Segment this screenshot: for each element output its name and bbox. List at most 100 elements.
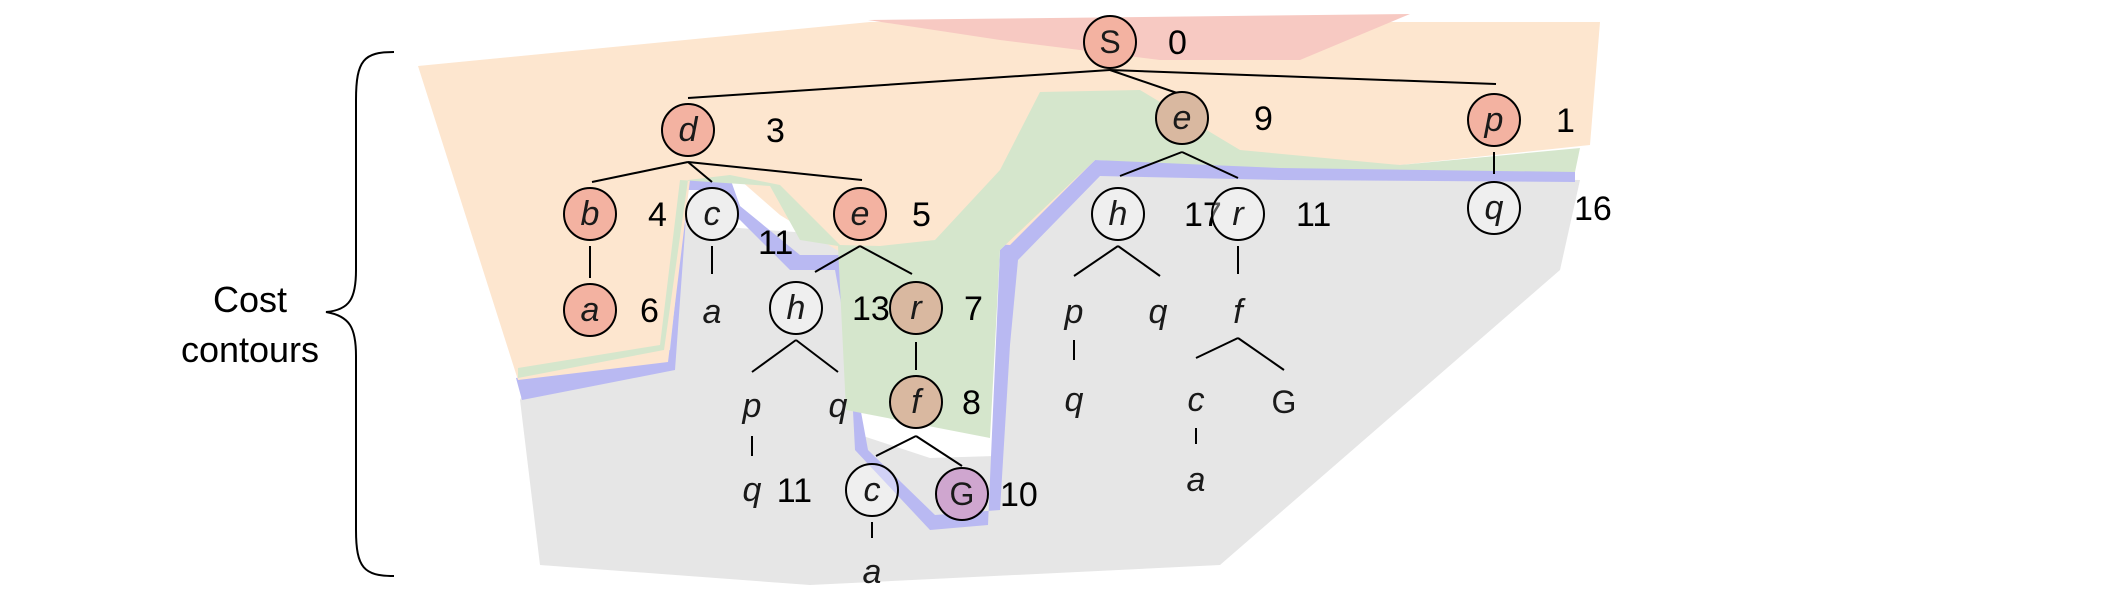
tree-edges [589,69,1497,538]
node-q3: q [829,387,848,425]
edge-h-q [1117,245,1161,277]
contour-red [868,14,1410,60]
node-label: a [703,293,722,331]
node-r1: r 11 [1211,187,1331,241]
node-label: q [743,471,762,509]
node-circle [1091,187,1145,241]
node-cost: 8 [962,384,981,422]
contour-green [518,90,1580,438]
node-label: c [864,471,881,509]
node-cost: 9 [1254,100,1273,138]
node-label: b [581,195,600,233]
node-cost: 5 [912,196,931,234]
node-q4: q [1065,381,1084,419]
node-q2: q [1149,293,1168,331]
node-circle [833,187,887,241]
edge-f8-g [915,435,963,467]
edge-e5-r [859,245,913,275]
node-q5: q [743,471,762,509]
node-label: q [1065,381,1084,419]
node-circle [769,281,823,335]
node-c1: c 11 [685,187,793,262]
node-label: p [742,387,762,425]
node-label: c [1188,381,1205,419]
node-label: q [1485,189,1504,227]
edge-f8-c [875,435,917,457]
node-label: a [863,553,882,591]
caption-line-1: Cost [213,279,287,320]
edge-s-d [687,69,1111,99]
node-circle [1083,15,1137,69]
node-label: c [704,195,721,233]
node-h2: h 13 [769,281,890,335]
edge-f-c [1195,337,1239,359]
node-label: r [910,289,923,327]
node-label: r [1232,195,1245,233]
node-circle [935,467,989,521]
node-cost: 11 [777,472,812,510]
node-a4: a [863,553,882,591]
edge-e-h [1119,151,1183,177]
node-label: e [1173,99,1192,137]
node-circle [1467,93,1521,147]
caption-line-2: contours [181,329,319,370]
node-p2: p [1064,293,1084,331]
node-label: G [1272,384,1297,420]
node-label: p [1064,293,1084,331]
node-cost: 3 [766,112,785,150]
node-label: q [1149,293,1168,331]
left-brace [325,51,395,577]
node-G1: G [1272,384,1297,420]
node-cost: 7 [964,290,983,328]
node-cost: 13 [852,290,890,328]
node-cost: 10 [1000,476,1038,514]
node-circle [563,187,617,241]
edge-h13-q [795,339,839,373]
contour-gray [520,170,1580,585]
node-cost: 0 [1168,24,1187,62]
edge-h-p [1073,245,1119,277]
node-c3: c 11 [777,463,899,517]
edge-e5-h [814,245,861,273]
contour-blue [516,160,1575,530]
node-circle [889,375,943,429]
cost-contours [418,14,1600,585]
edge-d-e [687,161,863,181]
node-cost: 11 [758,224,793,262]
edge-d-b [591,161,689,183]
node-G2: G 10 [935,467,1038,521]
node-q1: q 16 [1467,181,1612,235]
node-circle [889,281,943,335]
node-p3: p [742,387,762,425]
node-circle [661,103,715,157]
edge-e-r [1181,151,1239,179]
node-cost: 6 [640,292,659,330]
edge-h13-p [751,339,797,373]
node-cost: 11 [1296,196,1331,234]
node-label: G [950,476,975,512]
node-label: h [1109,195,1128,233]
node-label: S [1099,24,1120,60]
node-a2: a [703,293,722,331]
node-cost: 1 [1556,102,1575,140]
node-label: p [1484,101,1504,139]
node-circle [1467,181,1521,235]
node-circle [563,283,617,337]
edge-f-g [1237,337,1285,371]
node-circle [1155,91,1209,145]
node-label: h [787,289,806,327]
node-label: e [851,195,870,233]
node-cost: 4 [648,196,667,234]
edge-s-p [1109,69,1497,85]
node-label: d [679,111,699,149]
node-circle [845,463,899,517]
node-circle [685,187,739,241]
